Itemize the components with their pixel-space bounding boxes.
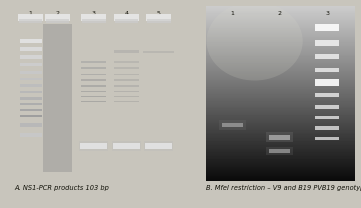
Bar <box>315 79 339 86</box>
Bar <box>315 116 339 119</box>
Bar <box>79 141 108 151</box>
Bar <box>80 143 108 149</box>
Text: 3: 3 <box>325 11 329 16</box>
Text: 3: 3 <box>92 11 96 16</box>
Bar <box>20 71 42 74</box>
Bar <box>81 67 106 69</box>
Bar <box>82 19 106 23</box>
Bar <box>19 19 43 23</box>
Bar <box>147 19 171 23</box>
Bar <box>18 14 43 21</box>
Bar <box>20 97 42 100</box>
Text: 5: 5 <box>157 11 161 16</box>
Bar <box>114 67 139 69</box>
Bar <box>81 79 106 81</box>
Bar <box>81 14 106 21</box>
Bar <box>114 101 139 102</box>
Bar <box>20 55 42 59</box>
Bar <box>20 47 42 51</box>
Bar <box>114 85 139 87</box>
Text: 1: 1 <box>29 11 32 16</box>
Bar <box>114 96 139 97</box>
Bar <box>20 124 42 127</box>
Bar <box>114 14 139 21</box>
Bar <box>46 19 70 23</box>
Bar <box>222 123 243 128</box>
Bar <box>20 63 42 66</box>
Text: 4: 4 <box>124 11 129 16</box>
Bar <box>144 51 174 53</box>
Bar <box>219 120 246 130</box>
Bar <box>315 68 339 72</box>
Bar <box>315 54 339 59</box>
Bar <box>20 133 42 137</box>
Bar <box>20 84 42 87</box>
Bar <box>146 14 171 21</box>
Bar <box>20 109 42 111</box>
Bar <box>20 91 42 93</box>
Bar <box>114 90 139 92</box>
Text: A. NS1-PCR products 103 bp: A. NS1-PCR products 103 bp <box>14 185 109 191</box>
Bar <box>81 96 106 97</box>
Bar <box>315 40 339 46</box>
Bar <box>20 78 42 80</box>
Bar <box>114 79 139 81</box>
Bar <box>45 14 70 21</box>
Bar <box>144 141 173 151</box>
Bar <box>145 143 173 149</box>
Bar <box>269 135 290 140</box>
Bar <box>114 73 139 75</box>
Bar <box>114 51 139 53</box>
Bar <box>315 24 339 31</box>
Ellipse shape <box>206 2 303 80</box>
Bar <box>266 147 293 155</box>
Bar <box>113 143 140 149</box>
Bar <box>81 85 106 87</box>
Bar <box>266 132 293 142</box>
Bar <box>81 90 106 92</box>
Bar <box>315 126 339 130</box>
Bar <box>114 61 139 63</box>
Bar <box>20 103 42 105</box>
Text: 2: 2 <box>278 11 282 16</box>
Bar <box>20 115 42 117</box>
Bar <box>269 149 290 153</box>
Bar <box>43 24 72 172</box>
Bar <box>20 39 42 43</box>
Bar <box>315 105 339 109</box>
Bar <box>81 61 106 63</box>
Text: B. MfeI restriction – V9 and B19 PVB19 genotype: B. MfeI restriction – V9 and B19 PVB19 g… <box>206 185 361 191</box>
Text: 1: 1 <box>230 11 234 16</box>
Bar <box>315 93 339 97</box>
Text: 2: 2 <box>56 11 60 16</box>
Bar <box>112 141 141 151</box>
Bar <box>81 73 106 75</box>
Bar <box>115 19 138 23</box>
Bar <box>315 137 339 140</box>
Bar <box>81 101 106 102</box>
